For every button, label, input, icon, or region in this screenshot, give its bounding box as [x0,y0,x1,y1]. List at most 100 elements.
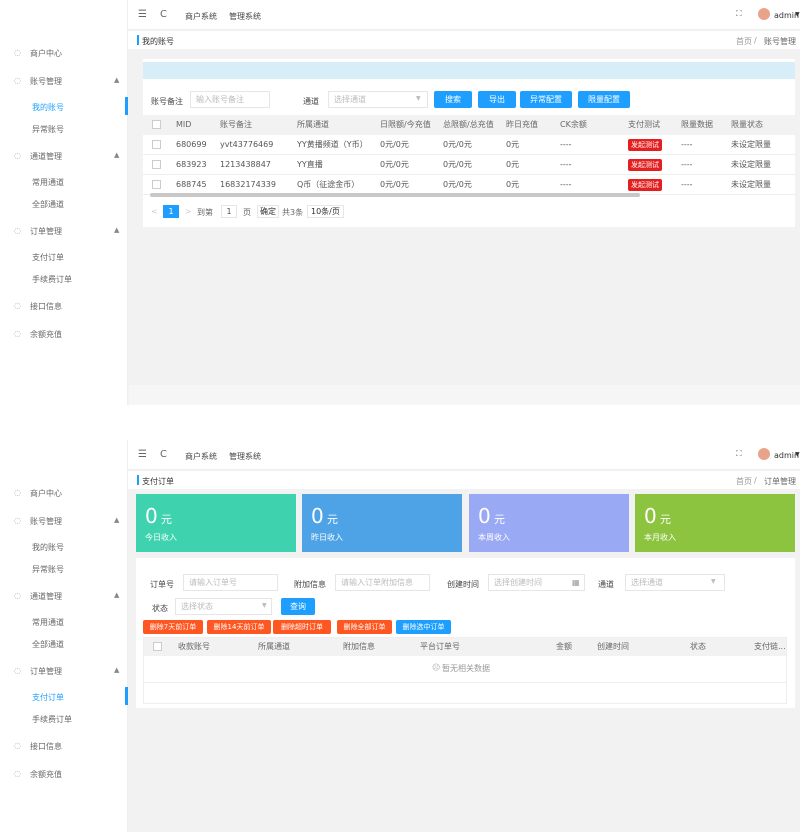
sidebar: ◌ 商户中心 ◌ 账号管理 ▲ 我的账号 异常账号 ◌ 通道管理 ▲ 常用通道 全部通道 ◌ 订单管理 ▲ 支… [0,0,128,405]
table-cell: ---- [681,140,693,149]
breadcrumb-current: 订单管理 [764,477,796,486]
avatar [758,8,770,20]
table-cell: 1213438847 [220,160,271,169]
checkbox[interactable] [152,180,161,189]
menu-item[interactable]: 接口信息 [30,302,62,311]
action-button[interactable]: 删除超时订单 [273,620,331,634]
nav-tab[interactable]: 商户系统 [185,12,217,21]
column-header: 平台订单号 [420,642,460,651]
table-cell: 未设定限量 [731,140,771,149]
test-button[interactable]: 发起测试 [628,179,662,191]
checkbox[interactable] [152,160,161,169]
stat-unit: 元 [327,513,338,526]
menu-toggle: ☰ [138,9,147,20]
menu-item[interactable]: 余额充值 [30,330,62,339]
filter-input[interactable]: 选择状态 [175,598,272,615]
page-header: 我的账号 首页 / 账号管理 [128,31,800,49]
checkbox[interactable] [152,120,161,129]
user-name[interactable]: admin [774,451,800,460]
filter-input[interactable]: 选择通道 [328,91,428,108]
menu-icon: ◌ [14,591,21,600]
nav-tab[interactable]: 管理系统 [229,12,261,21]
submenu-item[interactable]: 手续费订单 [32,275,72,284]
menu-arrow: ▲ [114,151,120,159]
submenu-item[interactable]: 异常账号 [32,125,64,134]
stat-label: 本周收入 [478,533,510,542]
table-cell: 0元 [506,180,520,189]
column-header: 所属通道 [258,642,290,651]
submenu-item[interactable]: 手续费订单 [32,715,72,724]
page-current[interactable]: 1 [163,205,179,218]
filter-label: 通道 [303,97,319,106]
submenu-item[interactable]: 全部通道 [32,640,64,649]
action-button[interactable]: 删除选中订单 [396,620,451,634]
action-button[interactable]: 删除14天前订单 [207,620,271,634]
filter-input[interactable]: 选择通道 [625,574,725,591]
table-cell: ---- [560,160,572,169]
table-header [143,115,795,135]
button[interactable]: 异常配置 [520,91,572,108]
goto-confirm[interactable]: 确定 [257,205,279,218]
empty-text: 暂无相关数据 [442,664,490,673]
nav-tab[interactable]: 商户系统 [185,452,217,461]
submenu-item[interactable]: 支付订单 [32,253,64,262]
menu-item[interactable]: 订单管理 [30,227,62,236]
stat-value: 0 [311,504,324,528]
table-cell: 0元/0元 [443,160,472,169]
filter-input[interactable]: 选择创建时间 [488,574,585,591]
button[interactable]: 限量配置 [578,91,630,108]
table: 收款账号 所属通道 附加信息 平台订单号 金额 创建时间 状态 支付链... ☹ 暂无相关数据 [143,637,787,704]
page-size[interactable]: 10条/页 [307,205,344,218]
menu-item[interactable]: 通道管理 [30,152,62,161]
table-cell: ---- [560,140,572,149]
filter-input[interactable]: 请输入订单号 [183,574,278,591]
fullscreen: ⛶ [736,449,742,458]
submenu-item[interactable]: 我的账号 [32,543,64,552]
menu-item[interactable]: 商户中心 [30,489,62,498]
breadcrumb-home[interactable]: 首页 [736,37,752,46]
submenu-item[interactable]: 全部通道 [32,200,64,209]
total: 共3条 [282,208,304,217]
button[interactable]: 搜索 [434,91,472,108]
menu-item[interactable]: 接口信息 [30,742,62,751]
row-divider [144,682,786,683]
table-cell: 0元/0元 [380,160,409,169]
column-header: 支付测试 [628,120,660,129]
menu-item[interactable]: 余额充值 [30,770,62,779]
menu-item[interactable]: 订单管理 [30,667,62,676]
table-cell: 680699 [176,140,207,149]
refresh: C [160,9,167,20]
nav-tab[interactable]: 管理系统 [229,452,261,461]
menu-item[interactable]: 通道管理 [30,592,62,601]
table-cell: 0元/0元 [443,180,472,189]
goto-input[interactable]: 1 [221,205,237,218]
action-button[interactable]: 删除全部订单 [337,620,392,634]
stat-unit: 元 [161,513,172,526]
menu-icon: ◌ [14,329,21,338]
column-header: 附加信息 [343,642,375,651]
menu-item[interactable]: 账号管理 [30,77,62,86]
action-button[interactable]: 删除7天前订单 [143,620,203,634]
search-button[interactable]: 查询 [281,598,315,615]
submenu-item[interactable]: 异常账号 [32,565,64,574]
table-cell: ---- [681,180,693,189]
menu-item[interactable]: 商户中心 [30,49,62,58]
filter-label: 状态 [152,604,168,613]
submenu-item[interactable]: 支付订单 [32,693,64,702]
user-name[interactable]: admin [774,11,800,20]
checkbox[interactable] [152,140,161,149]
test-button[interactable]: 发起测试 [628,139,662,151]
table-row [143,135,795,155]
stat-card: 0 元本月收入 [635,494,795,552]
submenu-item[interactable]: 我的账号 [32,103,64,112]
filter-input[interactable]: 请输入订单附加信息 [335,574,430,591]
button[interactable]: 导出 [478,91,516,108]
checkbox[interactable] [153,642,162,651]
test-button[interactable]: 发起测试 [628,159,662,171]
submenu-item[interactable]: 常用通道 [32,618,64,627]
breadcrumb-home[interactable]: 首页 [736,477,752,486]
filter-input[interactable]: 输入账号备注 [190,91,270,108]
menu-item[interactable]: 账号管理 [30,517,62,526]
column-header: 限量状态 [731,120,763,129]
submenu-item[interactable]: 常用通道 [32,178,64,187]
